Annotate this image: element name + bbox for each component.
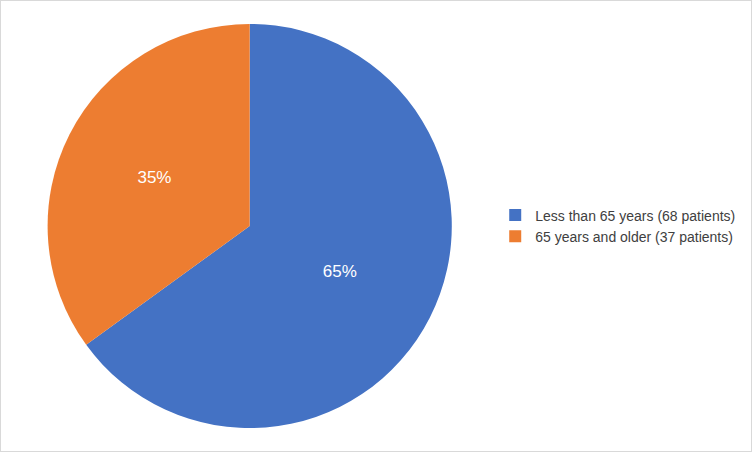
svg-text:Less than 65 years (68 patient: Less than 65 years (68 patients) [535, 208, 735, 224]
svg-text:65%: 65% [323, 262, 357, 281]
svg-text:65 years and older (37 patient: 65 years and older (37 patients) [535, 229, 733, 245]
svg-text:35%: 35% [137, 168, 171, 187]
